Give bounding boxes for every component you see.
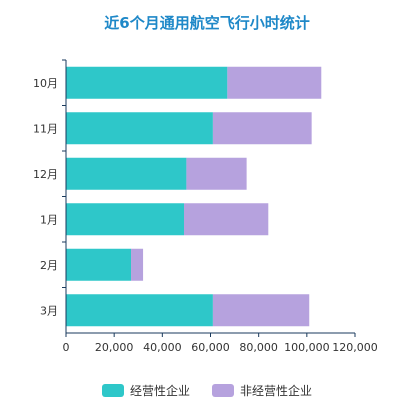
bar-non-operating-2[interactable] [186, 157, 247, 190]
legend-label-operating: 经营性企业 [129, 384, 190, 398]
y-tick-label: 2月 [40, 259, 58, 272]
chart-legend: 经营性企业 非经营性企业 [0, 382, 414, 399]
x-tick-label: 0 [63, 341, 70, 354]
bar-operating-4[interactable] [66, 248, 132, 281]
legend-label-non-operating: 非经营性企业 [240, 384, 313, 398]
bar-operating-1[interactable] [66, 112, 213, 145]
y-tick-label: 1月 [40, 213, 58, 226]
x-tick-label: 20,000 [95, 341, 134, 354]
chart-title: 近6个月通用航空飞行小时统计 [104, 14, 310, 32]
bar-operating-5[interactable] [66, 294, 213, 327]
y-tick-label: 11月 [33, 122, 58, 135]
bar-non-operating-5[interactable] [212, 294, 310, 327]
legend-item-non-operating[interactable]: 非经营性企业 [212, 382, 312, 399]
bar-non-operating-3[interactable] [184, 203, 269, 236]
bar-operating-3[interactable] [66, 203, 185, 236]
y-tick-label: 10月 [33, 77, 58, 90]
x-tick-label: 120,000 [332, 341, 378, 354]
x-tick-label: 40,000 [143, 341, 182, 354]
y-tick-label: 12月 [33, 168, 58, 181]
bar-non-operating-4[interactable] [131, 248, 144, 281]
x-tick-label: 100,000 [284, 341, 330, 354]
x-tick-label: 60,000 [191, 341, 230, 354]
legend-item-operating[interactable]: 经营性企业 [101, 382, 190, 399]
bar-operating-0[interactable] [66, 66, 228, 99]
legend-swatch-non-operating [212, 384, 234, 397]
y-tick-label: 3月 [40, 304, 58, 317]
x-tick-label: 80,000 [239, 341, 278, 354]
bar-non-operating-0[interactable] [227, 66, 322, 99]
legend-swatch-operating [101, 384, 124, 397]
bar-operating-2[interactable] [66, 157, 187, 190]
bar-non-operating-1[interactable] [212, 112, 312, 145]
